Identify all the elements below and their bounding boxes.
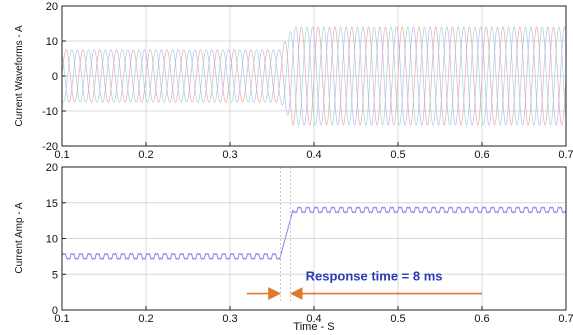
waveform-y-axis-label: Current Waveforms - A xyxy=(14,25,25,127)
waveform-x-tick-label: 0.3 xyxy=(222,149,237,161)
phase-b-waveform xyxy=(62,26,566,126)
amplitude-x-tick-label: 0.6 xyxy=(474,313,489,325)
amplitude-x-tick-label: 0.2 xyxy=(138,313,153,325)
phase-c-waveform xyxy=(62,26,566,126)
amplitude-panel: Response time = 8 ms 0.1 0.2 0.3 0.4 0.5 0.6 0… xyxy=(14,162,573,333)
time-x-axis-label: Time - S xyxy=(293,321,334,333)
waveform-y-tick-label: 20 xyxy=(46,1,58,13)
amplitude-x-tick-labels: 0.1 0.2 0.3 0.4 0.5 0.6 0.7 xyxy=(54,313,573,325)
waveform-x-tick-label: 0.7 xyxy=(558,149,573,161)
amplitude-x-tick-label: 0.7 xyxy=(558,313,573,325)
amplitude-y-tick-labels: 0 5 10 15 20 xyxy=(46,162,58,317)
waveform-x-tick-label: 0.2 xyxy=(138,149,153,161)
response-time-annotation: Response time = 8 ms xyxy=(246,167,482,303)
waveform-x-tick-labels: 0.1 0.2 0.3 0.4 0.5 0.6 0.7 xyxy=(54,149,573,161)
amplitude-y-tick-label: 10 xyxy=(46,234,58,246)
waveform-x-tick-label: 0.6 xyxy=(474,149,489,161)
waveform-y-tick-label: 0 xyxy=(52,71,58,83)
waveform-y-tick-label: 10 xyxy=(46,36,58,48)
current-amplitude-line xyxy=(62,206,566,260)
waveform-x-tick-label: 0.4 xyxy=(306,149,321,161)
amplitude-y-tick-label: 20 xyxy=(46,162,58,174)
amplitude-x-tick-label: 0.5 xyxy=(390,313,405,325)
amplitude-x-tick-label: 0.1 xyxy=(54,313,69,325)
waveform-y-tick-label: -10 xyxy=(42,106,58,118)
response-time-label: Response time = 8 ms xyxy=(306,269,443,284)
amplitude-x-tick-label: 0.3 xyxy=(222,313,237,325)
amplitude-series-group xyxy=(62,206,566,260)
amplitude-x-tick-label: 0.4 xyxy=(306,313,321,325)
waveform-series-group xyxy=(62,26,566,126)
amplitude-y-tick-label: 0 xyxy=(52,305,58,317)
waveform-x-tick-label: 0.5 xyxy=(390,149,405,161)
amplitude-y-tick-label: 5 xyxy=(52,269,58,281)
amplitude-grid xyxy=(61,166,567,311)
amplitude-y-tick-label: 15 xyxy=(46,198,58,210)
amplitude-y-axis-label: Current Amp - A xyxy=(14,202,25,273)
waveform-y-tick-label: -20 xyxy=(42,141,58,153)
waveform-y-tick-labels: -20 -10 0 10 20 xyxy=(42,1,58,153)
phase-a-waveform xyxy=(62,26,566,126)
amplitude-axes-box xyxy=(61,166,567,311)
waveform-x-tick-label: 0.1 xyxy=(54,149,69,161)
waveform-panel: 0.1 0.2 0.3 0.4 0.5 0.6 0.7 -20 -10 0 10 20 Curren… xyxy=(14,1,573,161)
waveform-axes-box xyxy=(61,5,567,147)
